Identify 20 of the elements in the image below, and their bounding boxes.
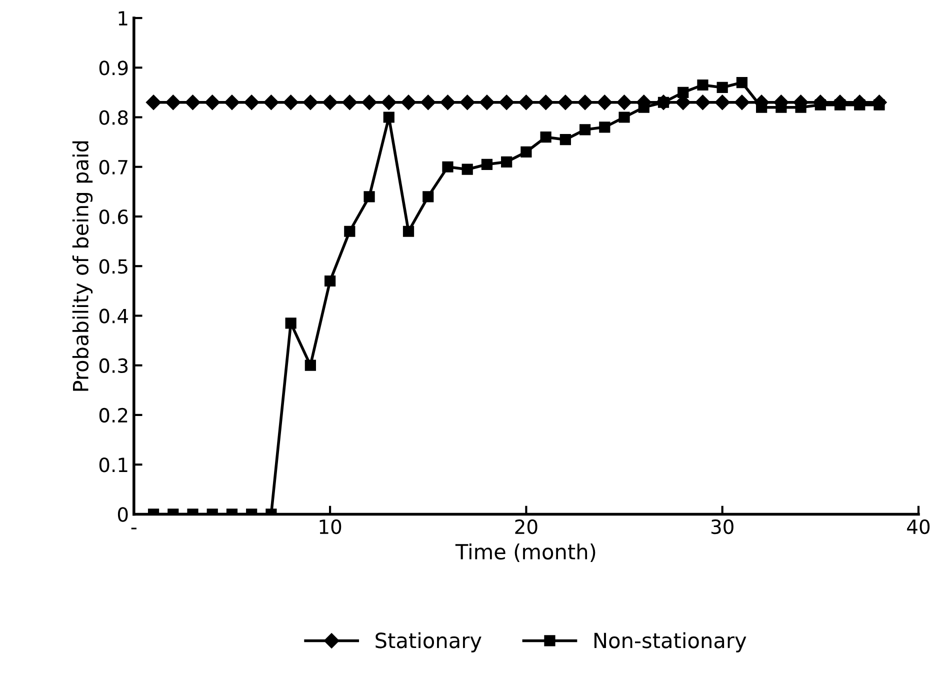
x-tick-label: 30: [711, 519, 734, 534]
x-tick-label: 20: [515, 519, 538, 534]
y-axis-title: Probability of being paid: [72, 141, 93, 391]
x-tick-label: -: [131, 528, 136, 530]
y-tick-label: 0.3: [99, 358, 128, 374]
y-tick-label: 1: [118, 11, 128, 26]
x-tick-label: 40: [907, 519, 930, 534]
legend-label: Non-stationary: [594, 632, 746, 652]
y-tick-label: 0.6: [99, 209, 128, 224]
y-tick-label: 0.8: [99, 110, 128, 125]
y-tick-label: 0.7: [99, 160, 128, 175]
y-tick-label: 0.9: [99, 60, 128, 76]
x-axis-title: Time (month): [455, 543, 596, 562]
y-tick-label: 0.2: [99, 408, 128, 423]
y-tick-label: 0.1: [99, 458, 128, 472]
legend-label: Stationary: [376, 632, 482, 652]
y-tick-label: 0.5: [99, 259, 128, 274]
x-tick-label: 10: [320, 519, 342, 534]
y-tick-label: 0.4: [99, 308, 128, 324]
y-tick-label: 0: [118, 507, 128, 522]
